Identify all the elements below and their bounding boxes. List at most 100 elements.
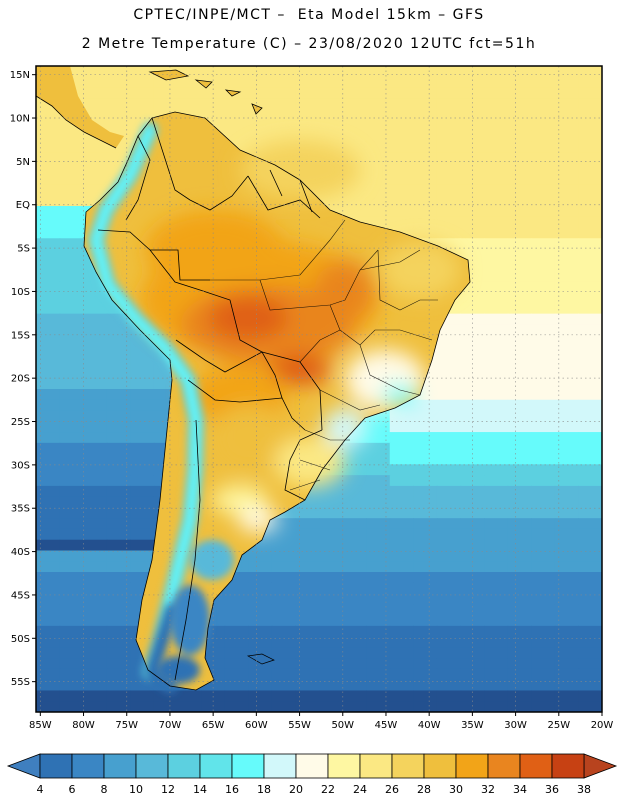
ocean-cell bbox=[578, 496, 602, 509]
ocean-cell bbox=[436, 141, 462, 153]
ocean-cell bbox=[342, 195, 367, 207]
ocean-cell bbox=[36, 173, 61, 186]
ocean-cell bbox=[59, 658, 84, 670]
ocean-cell bbox=[248, 130, 273, 142]
ocean-cell bbox=[413, 690, 438, 702]
ocean-cell bbox=[507, 76, 532, 89]
lon-tick-label: 25W bbox=[547, 720, 570, 731]
ocean-cell bbox=[484, 636, 509, 648]
ocean-cell bbox=[531, 162, 556, 175]
colorbar-swatch bbox=[231, 753, 265, 779]
ocean-cell bbox=[460, 647, 485, 659]
ocean-cell bbox=[224, 582, 249, 595]
ocean-cell bbox=[36, 550, 61, 562]
ocean-cell bbox=[578, 485, 602, 498]
ocean-cell bbox=[83, 76, 108, 89]
ocean-cell bbox=[248, 658, 273, 670]
ocean-cell bbox=[460, 410, 485, 422]
ocean-cell bbox=[554, 152, 580, 164]
ocean-cell bbox=[531, 679, 556, 692]
ocean-cell bbox=[531, 496, 556, 509]
ocean-cell bbox=[436, 324, 462, 336]
ocean-cell bbox=[389, 701, 414, 712]
ocean-cell bbox=[59, 528, 84, 541]
lon-tick-label: 35W bbox=[461, 720, 484, 731]
ocean-cell bbox=[106, 593, 131, 605]
ocean-cell bbox=[578, 195, 602, 207]
ocean-cell bbox=[436, 109, 462, 121]
ocean-cell bbox=[436, 539, 462, 552]
ocean-cell bbox=[59, 636, 84, 648]
ocean-cell bbox=[554, 658, 580, 670]
ocean-cell bbox=[153, 690, 179, 702]
ocean-cell bbox=[106, 313, 131, 325]
ocean-cell bbox=[366, 152, 391, 164]
ocean-cell bbox=[460, 496, 485, 509]
latitude-axis: 15N 10N 5N EQ 5S 10S 15S 20S 25S 30S 35S 40S 45S 50S 5… bbox=[10, 70, 36, 688]
ocean-cell bbox=[342, 528, 367, 541]
ocean-cell bbox=[271, 76, 297, 89]
ocean-cell bbox=[59, 539, 84, 552]
ocean-cell bbox=[554, 227, 580, 239]
ocean-cell bbox=[554, 485, 580, 498]
ocean-cell bbox=[578, 464, 602, 476]
ocean-cell bbox=[578, 87, 602, 99]
ocean-cell bbox=[342, 464, 367, 476]
ocean-cell bbox=[484, 313, 509, 325]
ocean-cell bbox=[36, 690, 61, 702]
ocean-cell bbox=[484, 238, 509, 250]
ocean-cell bbox=[106, 378, 131, 390]
ocean-cell bbox=[484, 270, 509, 282]
ocean-cell bbox=[413, 173, 438, 186]
ocean-cell bbox=[436, 66, 462, 78]
ocean-cell bbox=[460, 679, 485, 692]
ocean-cell bbox=[507, 464, 532, 476]
ocean-cell bbox=[342, 485, 367, 498]
ocean-cell bbox=[36, 658, 61, 670]
colorbar-swatch bbox=[295, 753, 329, 779]
ocean-cell bbox=[484, 561, 509, 573]
ocean-cell bbox=[507, 302, 532, 315]
ocean-cell bbox=[507, 528, 532, 541]
ocean-cell bbox=[531, 249, 556, 261]
ocean-cell bbox=[531, 313, 556, 325]
ocean-cell bbox=[271, 658, 297, 670]
ocean-cell bbox=[130, 432, 155, 444]
ocean-cell bbox=[460, 356, 485, 369]
ocean-cell bbox=[507, 561, 532, 573]
ocean-cell bbox=[224, 572, 249, 584]
ocean-cell bbox=[531, 345, 556, 358]
ocean-cell bbox=[59, 292, 84, 304]
ocean-cell bbox=[531, 593, 556, 605]
ocean-cell bbox=[413, 227, 438, 239]
ocean-cell bbox=[36, 227, 61, 239]
ocean-cell bbox=[484, 216, 509, 229]
ocean-cell bbox=[59, 227, 84, 239]
ocean-cell bbox=[342, 130, 367, 142]
ocean-cell bbox=[83, 572, 108, 584]
ocean-cell bbox=[83, 453, 108, 465]
ocean-cell bbox=[484, 528, 509, 541]
ocean-cell bbox=[295, 130, 320, 142]
ocean-cell bbox=[531, 119, 556, 132]
ocean-cell bbox=[130, 335, 155, 347]
ocean-cell bbox=[83, 98, 108, 110]
ocean-cell bbox=[36, 539, 61, 552]
ocean-cell bbox=[201, 701, 226, 712]
ocean-cell bbox=[484, 324, 509, 336]
ocean-cell bbox=[319, 87, 344, 99]
ocean-cell bbox=[554, 378, 580, 390]
ocean-cell bbox=[507, 442, 532, 455]
ocean-cell bbox=[59, 410, 84, 422]
ocean-cell bbox=[130, 356, 155, 369]
ocean-cell bbox=[83, 690, 108, 702]
ocean-cell bbox=[413, 464, 438, 476]
ocean-cell bbox=[531, 485, 556, 498]
ocean-cell bbox=[59, 173, 84, 186]
ocean-cell bbox=[413, 184, 438, 196]
ocean-cell bbox=[531, 173, 556, 186]
ocean-cell bbox=[436, 345, 462, 358]
ocean-cell bbox=[554, 647, 580, 659]
ocean-cell bbox=[389, 410, 414, 422]
ocean-cell bbox=[59, 313, 84, 325]
